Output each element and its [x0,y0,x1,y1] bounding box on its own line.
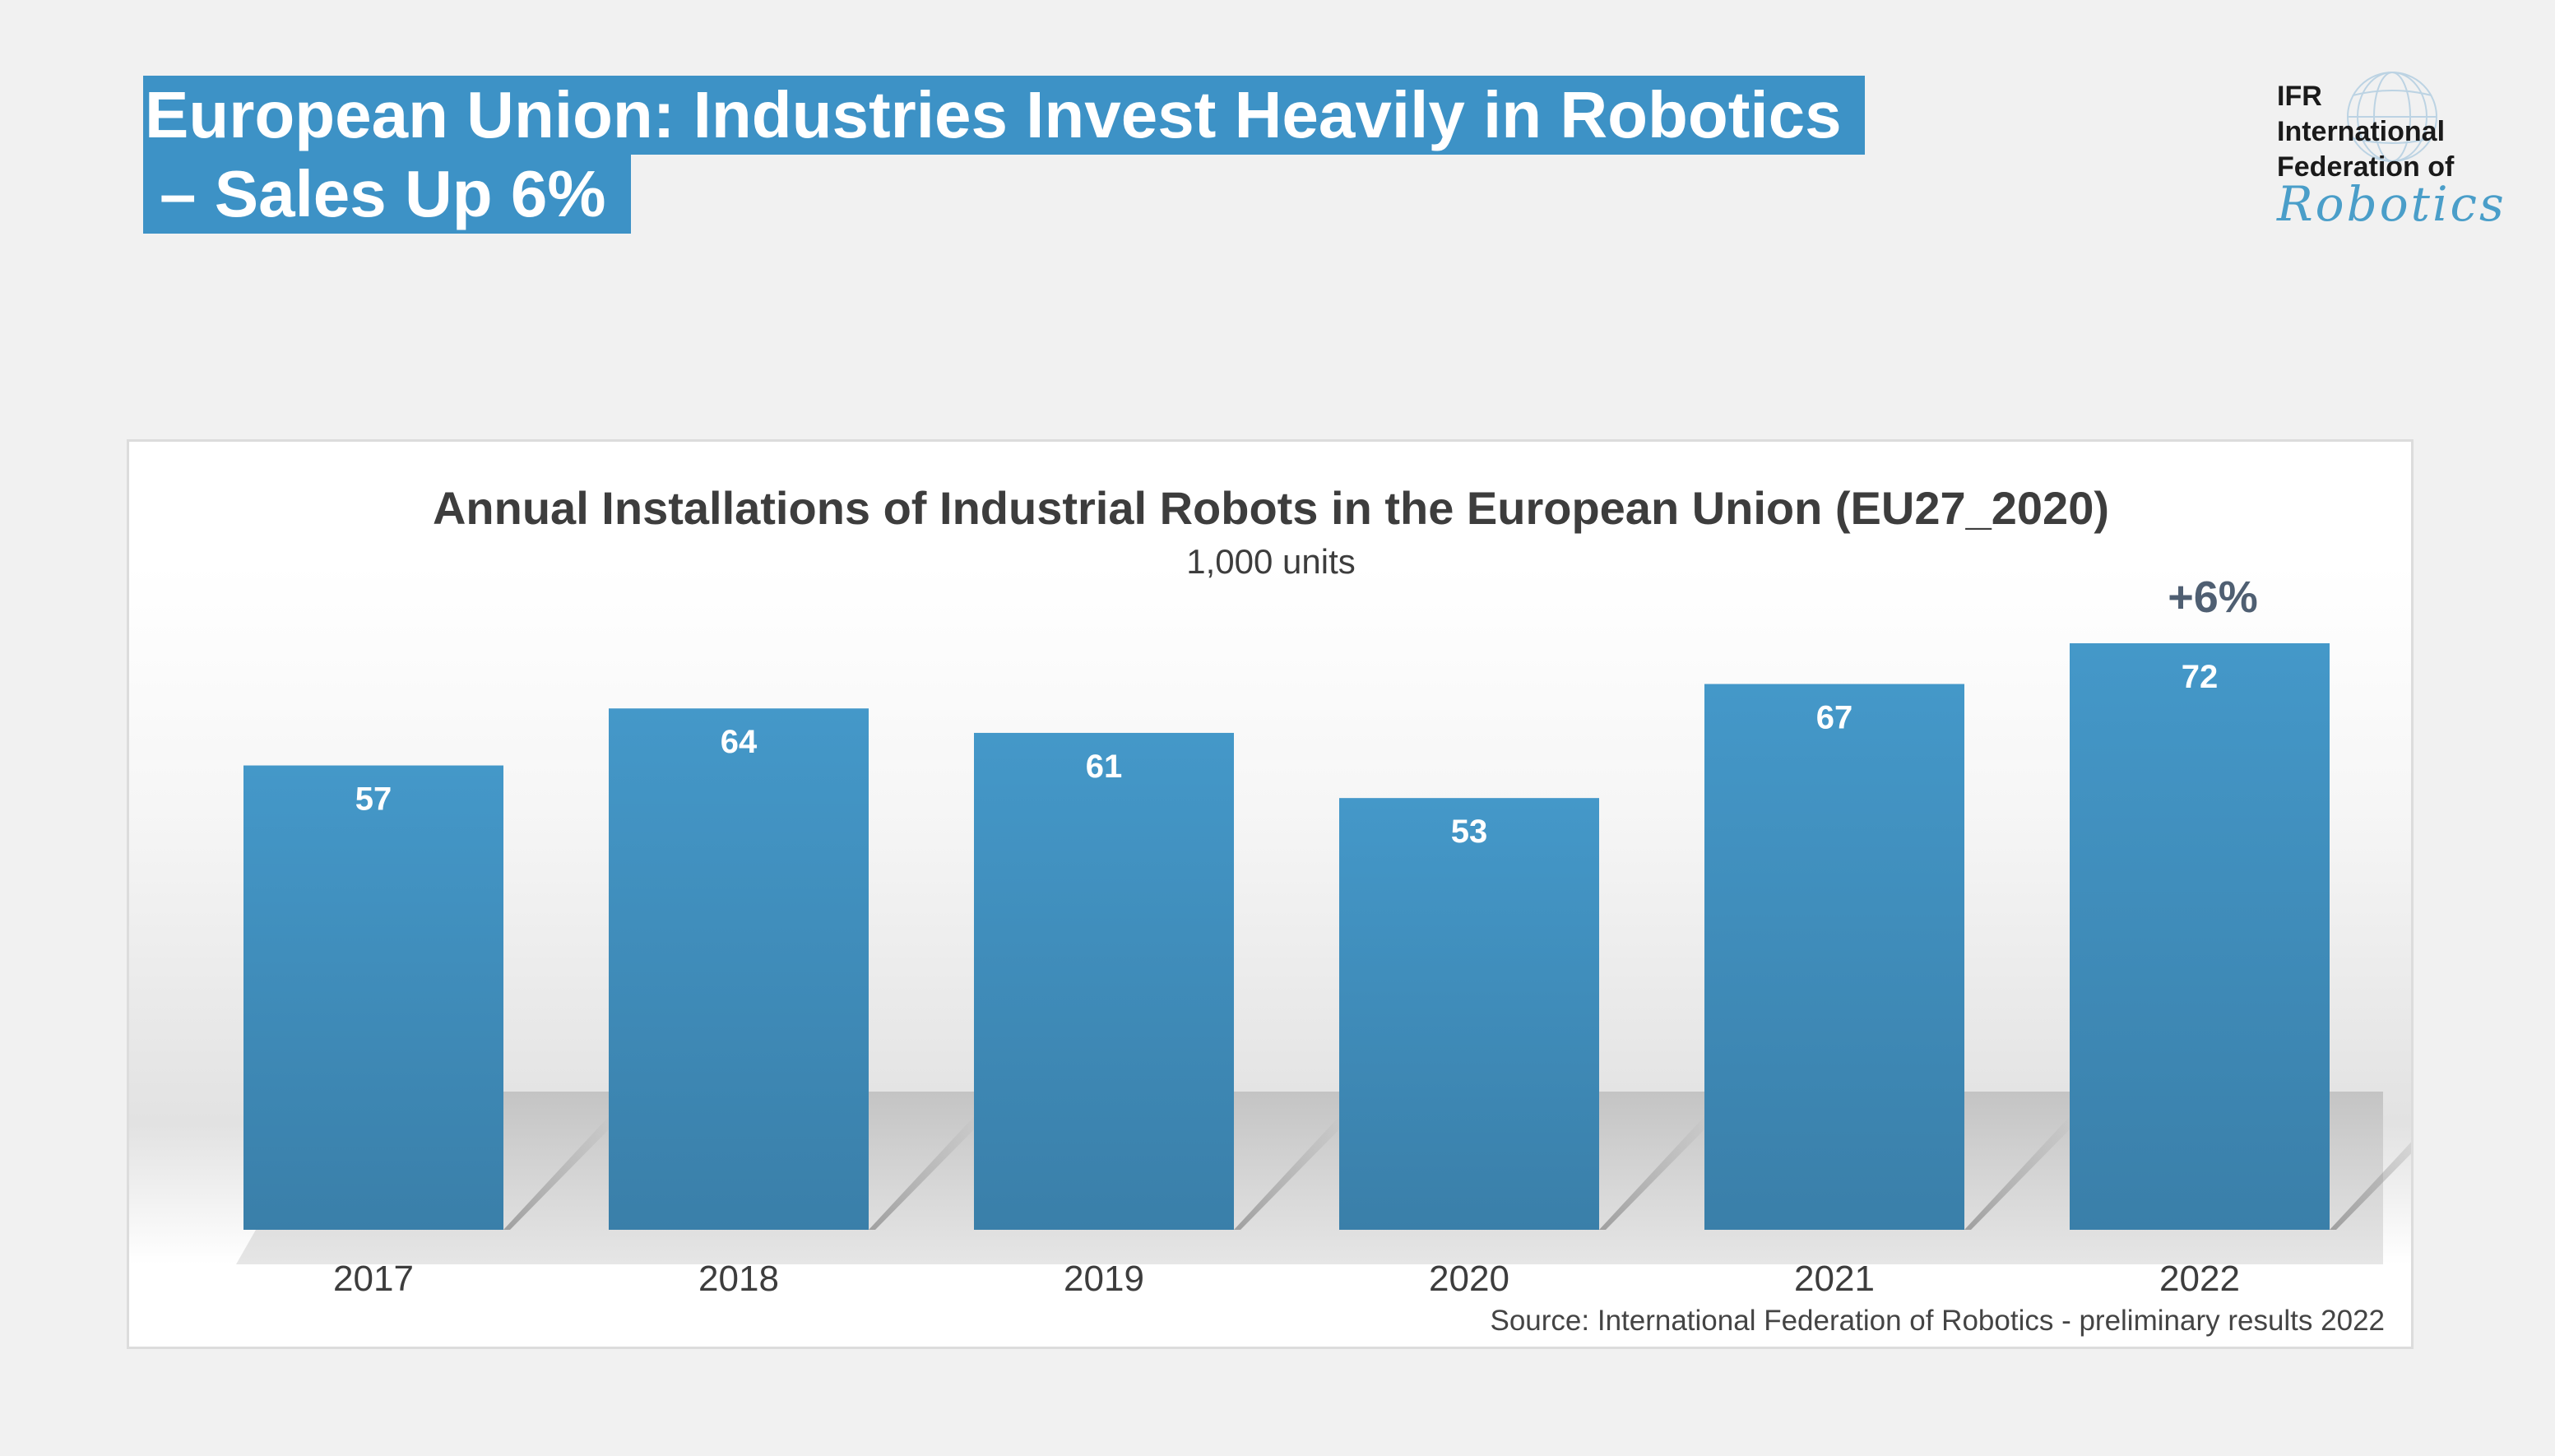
bar-value-label: 53 [1451,814,1488,850]
logo-robotics-script: Robotics [2277,176,2506,232]
x-tick-label: 2021 [1794,1259,1875,1299]
slide-title-line-1: European Union: Industries Invest Heavil… [143,76,1865,155]
x-tick-label: 2022 [2159,1259,2240,1299]
bar-shadow [869,1115,976,1230]
globe-icon [2347,72,2437,162]
logo-text: IFR International Federation of [2277,79,2454,185]
x-tick-label: 2017 [333,1259,414,1299]
bar-chart: Annual Installations of Industrial Robot… [129,482,2411,1337]
x-tick-label: 2019 [1064,1259,1144,1299]
bar-shadow [503,1115,610,1230]
bar-2020 [1339,798,1599,1230]
bar-value-label: 61 [1086,749,1123,785]
chart-panel: Annual Installations of Industrial Robot… [127,439,2414,1349]
bar-2022 [2070,643,2330,1230]
chart-subtitle: 1,000 units [1186,542,1356,581]
bar-value-label: 72 [2182,659,2219,695]
bar-shadow [1964,1115,2071,1230]
bar-value-label: 67 [1816,700,1853,736]
bar-2017 [243,765,503,1230]
x-tick-label: 2018 [698,1259,779,1299]
growth-annotation: +6% [2168,573,2258,622]
bar-shadow [1234,1115,1341,1230]
chart-title: Annual Installations of Industrial Robot… [433,482,2109,534]
logo-ifr: IFR [2277,81,2322,112]
slide-title-line-2: – Sales Up 6% [143,155,631,234]
slide-title: European Union: Industries Invest Heavil… [143,76,1865,234]
logo-federation-of: Federation of [2277,151,2455,183]
chart-source: Source: International Federation of Robo… [1491,1305,2386,1337]
bar-series: 57 2017 64 2018 61 2019 53 2020 67 2021 72 2022 +6% [243,573,2411,1299]
ifr-logo: IFR International Federation of Robotics [2277,67,2524,240]
bar-value-label: 64 [721,724,758,760]
bar-value-label: 57 [355,781,392,818]
bar-2018 [609,708,869,1230]
bar-shadow [1599,1115,1706,1230]
bar-2019 [974,732,1234,1230]
bar-2021 [1704,684,1964,1230]
logo-international: International [2277,116,2446,147]
x-tick-label: 2020 [1429,1259,1509,1299]
